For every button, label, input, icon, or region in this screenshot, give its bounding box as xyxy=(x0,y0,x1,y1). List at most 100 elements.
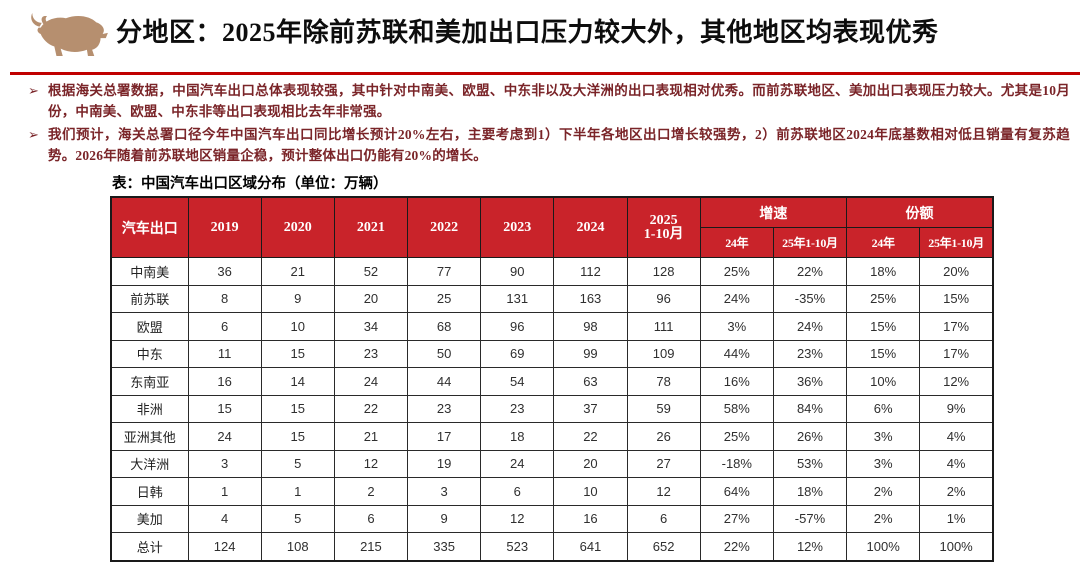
table-cell: 10 xyxy=(553,477,628,506)
table-cell: 108 xyxy=(260,532,335,561)
table-cell: 99 xyxy=(553,339,628,368)
table-cell: 12% xyxy=(919,367,994,396)
table-cell: 96 xyxy=(626,284,701,313)
table-cell: 1% xyxy=(919,504,994,533)
table-cell: 22 xyxy=(333,394,409,423)
table-cell: 5 xyxy=(260,449,335,478)
table-cell: 36% xyxy=(772,367,848,396)
slide-header: 分地区：2025年除前苏联和美加出口压力较大外，其他地区均表现优秀 xyxy=(0,0,1080,72)
table-cell: 1 xyxy=(260,477,335,506)
table-cell: 24 xyxy=(480,449,555,478)
bull-logo-icon xyxy=(26,8,110,62)
table-cell: 131 xyxy=(480,284,555,313)
table-cell: 15% xyxy=(846,339,921,368)
title-divider xyxy=(10,72,1080,75)
table-cell: 18 xyxy=(480,422,555,451)
table-cell: 34 xyxy=(333,312,409,341)
table-cell: 10% xyxy=(846,367,921,396)
table-cell: 6% xyxy=(846,394,921,423)
table-cell: 26 xyxy=(626,422,701,451)
table-cell: 652 xyxy=(626,532,701,561)
table-cell: 15 xyxy=(260,394,335,423)
row-label: 欧盟 xyxy=(110,312,189,341)
table-cell: 6 xyxy=(187,312,262,341)
row-label: 日韩 xyxy=(110,477,189,506)
table-row: 欧盟 6 10 34 68 96 98 111 3% 24% 15% 17% xyxy=(110,312,994,341)
row-label: 中东 xyxy=(110,339,189,368)
table-cell: 24 xyxy=(187,422,262,451)
table-cell: 2% xyxy=(846,504,921,533)
table-cell: 9 xyxy=(260,284,335,313)
col-header-growth-25: 25年1-10月 xyxy=(772,227,848,258)
table-cell: 52 xyxy=(333,257,409,286)
table-cell: -18% xyxy=(699,449,774,478)
table-cell: 59 xyxy=(626,394,701,423)
table-cell: 112 xyxy=(553,257,628,286)
table-cell: -35% xyxy=(772,284,848,313)
table-cell: 23% xyxy=(772,339,848,368)
table-cell: 77 xyxy=(407,257,482,286)
table-cell: 22% xyxy=(699,532,774,561)
col-header-year: 2024 xyxy=(553,196,628,258)
summary-bullets: ➢ 根据海关总署数据，中国汽车出口总体表现较强，其中针对中南美、欧盟、中东非以及… xyxy=(28,80,1070,168)
bullet-text: 我们预计，海关总署口径今年中国汽车出口同比增长预计20%左右，主要考虑到1）下半… xyxy=(48,127,1070,163)
table-cell: 78 xyxy=(626,367,701,396)
col-header-year: 2020 xyxy=(260,196,335,258)
table-cell: 18% xyxy=(846,257,921,286)
row-label: 前苏联 xyxy=(110,284,189,313)
table-cell: 17 xyxy=(407,422,482,451)
row-label: 大洋洲 xyxy=(110,449,189,478)
table-cell: 4% xyxy=(919,422,994,451)
table-cell: 163 xyxy=(553,284,628,313)
row-label: 中南美 xyxy=(110,257,189,286)
table-cell: 124 xyxy=(187,532,262,561)
table-header-row: 汽车出口 2019 2020 2021 2022 2023 2024 2025 … xyxy=(110,196,994,258)
table-cell: 3% xyxy=(846,422,921,451)
table-cell: 17% xyxy=(919,339,994,368)
col-group-share: 份额 xyxy=(846,196,994,228)
table-cell: 58% xyxy=(699,394,774,423)
table-cell: 50 xyxy=(407,339,482,368)
table-cell: 15 xyxy=(260,339,335,368)
table-row: 中东 11 15 23 50 69 99 109 44% 23% 15% 17% xyxy=(110,339,994,368)
table-row: 日韩 1 1 2 3 6 10 12 64% 18% 2% 2% xyxy=(110,477,994,506)
table-cell: 100% xyxy=(919,532,994,561)
table-cell: 27 xyxy=(626,449,701,478)
table-cell: 54 xyxy=(480,367,555,396)
table-cell: 98 xyxy=(553,312,628,341)
arrow-bullet-icon: ➢ xyxy=(28,127,39,142)
table-cell: 2 xyxy=(333,477,409,506)
table-cell: 111 xyxy=(626,312,701,341)
table-cell: 641 xyxy=(553,532,628,561)
table-cell: 2% xyxy=(846,477,921,506)
table-cell: 24% xyxy=(772,312,848,341)
bullet-item: ➢ 根据海关总署数据，中国汽车出口总体表现较强，其中针对中南美、欧盟、中东非以及… xyxy=(28,80,1070,122)
table-cell: 22% xyxy=(772,257,848,286)
table-cell: 6 xyxy=(480,477,555,506)
table-cell: 16% xyxy=(699,367,774,396)
table-cell: 4 xyxy=(187,504,262,533)
row-label: 美加 xyxy=(110,504,189,533)
col-header-year: 2022 xyxy=(407,196,482,258)
table-cell: 44 xyxy=(407,367,482,396)
table-row: 美加 4 5 6 9 12 16 6 27% -57% 2% 1% xyxy=(110,504,994,533)
table-cell: 16 xyxy=(553,504,628,533)
col-header-share-25: 25年1-10月 xyxy=(919,227,994,258)
bullet-text: 根据海关总署数据，中国汽车出口总体表现较强，其中针对中南美、欧盟、中东非以及大洋… xyxy=(48,83,1070,119)
table-cell: 128 xyxy=(626,257,701,286)
table-caption: 表：中国汽车出口区域分布（单位：万辆） xyxy=(112,176,388,192)
table-cell: 21 xyxy=(333,422,409,451)
table-cell: 64% xyxy=(699,477,774,506)
table-cell: 90 xyxy=(480,257,555,286)
table-cell: 15% xyxy=(919,284,994,313)
table-cell: 22 xyxy=(553,422,628,451)
table-cell: 16 xyxy=(187,367,262,396)
table-cell: 27% xyxy=(699,504,774,533)
table-cell: 24% xyxy=(699,284,774,313)
table-cell: 11 xyxy=(187,339,262,368)
table-cell: 69 xyxy=(480,339,555,368)
table-cell: 18% xyxy=(772,477,848,506)
table-cell: 68 xyxy=(407,312,482,341)
col-group-growth: 增速 xyxy=(699,196,848,228)
table-row: 亚洲其他 24 15 21 17 18 22 26 25% 26% 3% 4% xyxy=(110,422,994,451)
